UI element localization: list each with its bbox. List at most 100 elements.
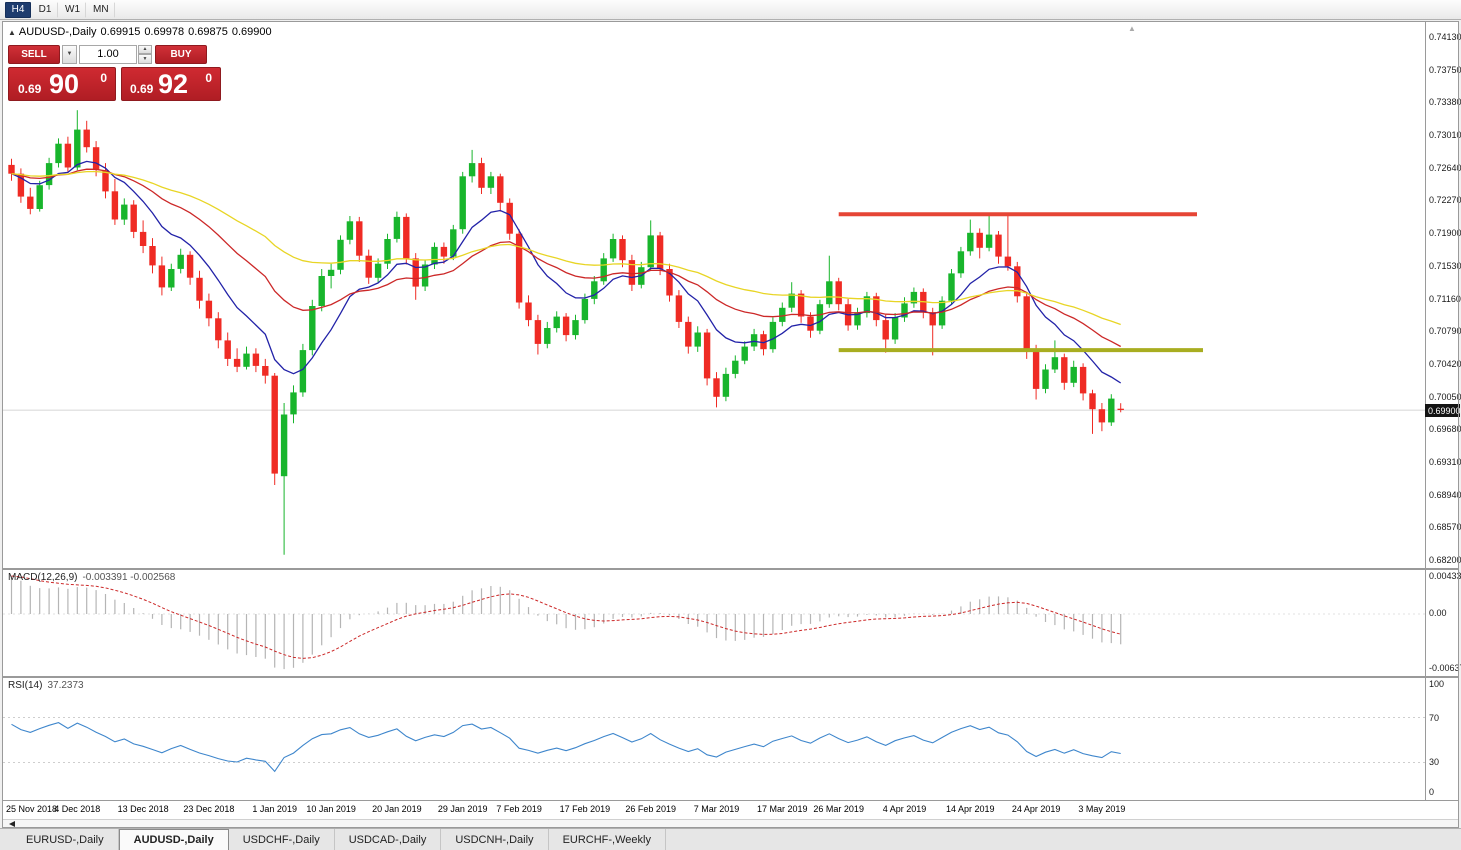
- macd-panel[interactable]: [3, 570, 1425, 676]
- date-axis-label: 7 Mar 2019: [693, 804, 740, 814]
- rsi-axis-label: 0: [1429, 787, 1435, 797]
- date-axis-label: 4 Dec 2018: [54, 804, 101, 814]
- price-axis-label: 0.70050: [1429, 392, 1461, 402]
- main-chart[interactable]: [3, 22, 1425, 568]
- date-axis-label: 10 Jan 2019: [306, 804, 356, 814]
- sell-quote-button[interactable]: 0.69 90 0: [8, 67, 116, 101]
- buy-price-sup: 0: [205, 71, 212, 85]
- panel-separator: [3, 800, 1459, 801]
- price-axis-label: 0.74130: [1429, 32, 1461, 42]
- chart-scroll-strip[interactable]: [3, 819, 1459, 827]
- timeframe-button-mn[interactable]: MN: [87, 1, 115, 18]
- timeframe-button-w1[interactable]: W1: [59, 1, 86, 18]
- macd-histogram: [10, 576, 1122, 670]
- panel-separator[interactable]: [3, 568, 1459, 570]
- date-axis-label: 23 Dec 2018: [183, 804, 235, 814]
- timeframe-button-d1[interactable]: D1: [32, 1, 58, 18]
- chart-title: ▲ AUDUSD-,Daily 0.69915 0.69978 0.69875 0.699…: [8, 26, 276, 38]
- sell-price-big: 90: [49, 69, 80, 99]
- ohlc-low: 0.69875: [188, 26, 228, 38]
- rsi-line: [11, 722, 1121, 773]
- price-axis-label: 0.71160: [1429, 294, 1461, 304]
- chart-tab-bar: EURUSD-,Daily AUDUSD-,Daily USDCHF-,Daily U…: [0, 828, 1461, 850]
- scroll-to-end-icon: ▲: [1128, 24, 1136, 33]
- price-axis-label: 0.73750: [1429, 65, 1461, 75]
- buy-price-big: 92: [158, 69, 189, 99]
- candles-layer: [8, 110, 1124, 555]
- sell-price-prefix: 0.69: [18, 82, 42, 96]
- ohlc-open: 0.69915: [100, 26, 141, 38]
- sell-price-sup: 0: [100, 71, 107, 85]
- date-axis-label: 29 Jan 2019: [437, 804, 488, 814]
- chart-tab-usdcnh-daily[interactable]: USDCNH-,Daily: [441, 829, 549, 850]
- macd-label: MACD(12,26,9) -0.003391 -0.002568: [8, 572, 176, 583]
- volume-spinner-up-icon[interactable]: ▲: [138, 44, 152, 54]
- price-axis-label: 0.71900: [1429, 228, 1461, 238]
- scroll-left-icon[interactable]: [9, 821, 15, 827]
- date-axis-label: 26 Mar 2019: [813, 804, 864, 814]
- chart-tab-eurchf-weekly[interactable]: EURCHF-,Weekly: [549, 829, 666, 850]
- volume-input[interactable]: [79, 44, 137, 64]
- price-axis-label: 0.71530: [1429, 261, 1461, 271]
- macd-signal-line: [11, 575, 1121, 659]
- buy-price-prefix: 0.69: [130, 82, 154, 96]
- rsi-label: RSI(14) 37.2373: [8, 680, 84, 691]
- rsi-axis-label: 70: [1429, 713, 1440, 723]
- price-axis-label: 0.70790: [1429, 326, 1461, 336]
- price-axis-label: 0.69310: [1429, 457, 1461, 467]
- price-axis-label: 0.73380: [1429, 97, 1461, 107]
- price-axis-label: 0.70420: [1429, 359, 1461, 369]
- timeframe-button-h4[interactable]: H4: [5, 1, 31, 18]
- price-axis[interactable]: 0.74130 0.73750 0.73380 0.73010 0.72640 0.722…: [1425, 22, 1461, 568]
- price-axis-label: 0.72270: [1429, 195, 1461, 205]
- date-axis-label: 1 Jan 2019: [252, 804, 297, 814]
- rsi-axis-label: 100: [1429, 679, 1445, 689]
- volume-spinner: ▲ ▼: [138, 44, 152, 64]
- one-click-trading-widget: SELL ▼ ▲ ▼ BUY 0.69 90 0 0.69 92 0: [8, 44, 224, 101]
- date-axis-label: 3 May 2019: [1078, 804, 1126, 814]
- volume-spinner-down-icon[interactable]: ▼: [138, 54, 152, 64]
- chart-tab-audusd-daily[interactable]: AUDUSD-,Daily: [118, 829, 229, 850]
- date-axis-label: 24 Apr 2019: [1011, 804, 1061, 814]
- date-axis[interactable]: 25 Nov 2018 4 Dec 2018 13 Dec 2018 23 Dec 2…: [3, 801, 1459, 819]
- date-axis-label: 13 Dec 2018: [117, 804, 169, 814]
- rsi-axis[interactable]: 100 70 30 0: [1425, 678, 1459, 800]
- price-axis-label: 0.72640: [1429, 163, 1461, 173]
- price-axis-label: 0.69680: [1429, 424, 1461, 434]
- mid-ma-line: [11, 168, 1122, 348]
- date-axis-label: 7 Feb 2019: [496, 804, 542, 814]
- date-axis-label: 17 Feb 2019: [559, 804, 611, 814]
- current-price-tag: 0.69900: [1425, 404, 1461, 418]
- macd-axis-label: -0.006371: [1429, 663, 1461, 673]
- date-axis-label: 14 Apr 2019: [946, 804, 995, 814]
- chart-tab-eurusd-daily[interactable]: EURUSD-,Daily: [12, 829, 119, 850]
- price-axis-label: 0.68940: [1429, 490, 1461, 500]
- price-axis-label: 0.73010: [1429, 130, 1461, 140]
- price-axis-label: 0.68200: [1429, 555, 1461, 565]
- rsi-axis-label: 30: [1429, 757, 1440, 767]
- macd-axis[interactable]: 0.004331 0.00 -0.006371: [1425, 570, 1461, 676]
- chart-tab-usdchf-daily[interactable]: USDCHF-,Daily: [229, 829, 335, 850]
- symbol-label: AUDUSD-,Daily: [18, 26, 97, 38]
- date-axis-label: 4 Apr 2019: [882, 804, 927, 814]
- slow-ma-line: [11, 170, 1121, 326]
- chart-tab-usdcad-daily[interactable]: USDCAD-,Daily: [335, 829, 442, 850]
- date-axis-label: 25 Nov 2018: [6, 804, 58, 814]
- macd-axis-label: 0.004331: [1429, 571, 1461, 581]
- one-click-collapse-icon[interactable]: ▲: [8, 28, 16, 37]
- timeframe-toolbar: H4 D1 W1 MN: [0, 0, 1461, 20]
- date-axis-label: 20 Jan 2019: [372, 804, 422, 814]
- macd-axis-label: 0.00: [1429, 608, 1447, 618]
- volume-dropdown-icon[interactable]: ▼: [62, 44, 77, 64]
- date-axis-label: 17 Mar 2019: [757, 804, 808, 814]
- panel-separator[interactable]: [3, 676, 1459, 678]
- price-axis-label: 0.68570: [1429, 522, 1461, 532]
- ohlc-high: 0.69978: [144, 26, 185, 38]
- sell-button[interactable]: SELL: [8, 44, 60, 64]
- rsi-panel[interactable]: [3, 678, 1425, 800]
- ohlc-close: 0.69900: [231, 26, 272, 38]
- buy-button[interactable]: BUY: [155, 44, 207, 64]
- date-axis-label: 26 Feb 2019: [625, 804, 676, 814]
- buy-quote-button[interactable]: 0.69 92 0: [121, 67, 221, 101]
